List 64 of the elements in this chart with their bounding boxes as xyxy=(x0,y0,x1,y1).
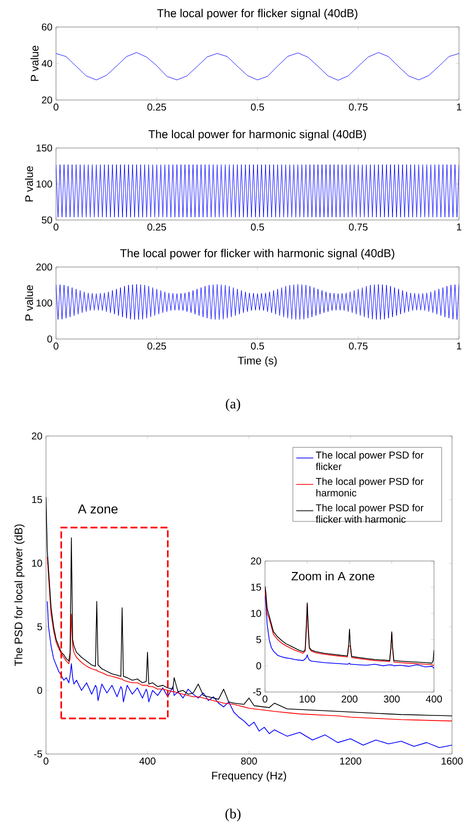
x-axis-title: Time (s) xyxy=(238,356,277,367)
annotation: A zone xyxy=(78,504,118,514)
x-tick-label: 0 xyxy=(54,342,58,350)
chart-title: The local power for harmonic signal (40dB) xyxy=(148,130,366,140)
y-axis-title: The PSD for local power (dB) xyxy=(14,524,25,666)
x-tick-label: 0.25 xyxy=(147,104,166,111)
x-tick-label: 1200 xyxy=(340,758,362,765)
y-tick-label: 10 xyxy=(251,610,262,617)
text: (a) xyxy=(226,398,240,412)
x-tick-label: 0.75 xyxy=(348,224,368,231)
x-tick-label: 0.5 xyxy=(250,104,264,111)
y-axis-title: P value xyxy=(24,166,34,202)
x-tick-label: 0.75 xyxy=(348,104,368,111)
x-tick-label: 0.5 xyxy=(250,342,264,350)
x-axis-title: Frequency (Hz) xyxy=(212,771,286,782)
line-series xyxy=(46,600,452,748)
y-tick-label: 5 xyxy=(37,623,42,630)
y-axis-title: P value xyxy=(24,285,34,320)
legend-label: The local power PSD for harmonic xyxy=(316,478,424,496)
line-series xyxy=(56,52,460,81)
x-tick-label: 1600 xyxy=(442,758,463,765)
y-tick-label: 50 xyxy=(42,216,52,224)
legend-label: The local power PSD for flicker xyxy=(316,451,424,470)
x-tick-label: 1 xyxy=(457,224,462,230)
y-tick-label: 100 xyxy=(36,299,52,307)
y-tick-label: 200 xyxy=(36,263,52,271)
x-tick-label: 100 xyxy=(300,696,316,703)
x-tick-label: 800 xyxy=(241,758,257,765)
x-tick-label: 0.5 xyxy=(250,224,264,231)
x-tick-label: 0 xyxy=(262,696,268,703)
y-tick-label: 20 xyxy=(250,557,262,565)
y-tick-label: 20 xyxy=(32,432,42,440)
y-tick-label: -5 xyxy=(34,750,42,758)
x-tick-label: 0.75 xyxy=(348,342,368,350)
x-tick-label: 1 xyxy=(457,104,462,110)
legend-label: The local power PSD for flicker with harmonic xyxy=(316,504,424,523)
y-tick-label: 0 xyxy=(47,335,52,343)
x-tick-label: 400 xyxy=(426,696,442,703)
y-tick-label: 0 xyxy=(256,662,262,670)
chart-title: The local power for flicker signal (40dB) xyxy=(157,8,358,20)
x-tick-label: 1 xyxy=(457,342,462,350)
y-tick-label: 0 xyxy=(37,686,42,694)
x-tick-label: 0.25 xyxy=(147,342,166,350)
x-tick-label: 300 xyxy=(384,696,400,703)
chart-title: The local power for flicker with harmonic signal (40dB) xyxy=(120,248,394,260)
y-tick-label: 60 xyxy=(42,23,52,31)
x-tick-label: 400 xyxy=(139,758,156,765)
y-tick-label: 15 xyxy=(251,584,262,591)
y-tick-label: 10 xyxy=(32,560,42,567)
x-tick-label: 0 xyxy=(54,224,58,231)
x-tick-label: 0 xyxy=(54,104,58,111)
y-tick-label: -5 xyxy=(253,688,262,696)
y-axis-title: P value xyxy=(30,46,39,81)
y-tick-label: 5 xyxy=(256,636,262,644)
annotation: Zoom in A zone xyxy=(292,572,374,580)
y-tick-label: 100 xyxy=(36,180,52,188)
text: (b) xyxy=(225,808,241,822)
y-tick-label: 15 xyxy=(32,496,42,504)
y-tick-label: 20 xyxy=(42,96,52,104)
x-tick-label: 200 xyxy=(342,696,358,703)
y-tick-label: 40 xyxy=(42,60,52,68)
line-series xyxy=(56,284,460,320)
y-tick-label: 150 xyxy=(36,144,52,152)
x-tick-label: 0.25 xyxy=(147,224,166,231)
